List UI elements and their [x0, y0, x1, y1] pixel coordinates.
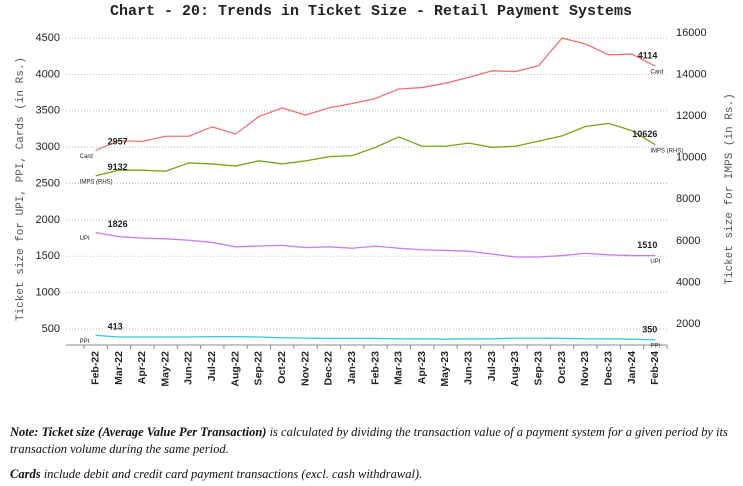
note-text: is calculated by dividing the transactio… — [10, 425, 728, 456]
x-tick-label: Feb-24 — [649, 351, 661, 385]
y2-tick-label: 2000 — [676, 318, 700, 330]
y2-tick-label: 4000 — [676, 276, 700, 288]
x-tick-label: Oct-23 — [556, 351, 568, 384]
y2-axis-label: Ticket size for IMPS (in Rs.) — [724, 93, 736, 284]
y2-tick-label: 6000 — [676, 235, 700, 247]
y-tick-label: 1000 — [36, 287, 60, 299]
y2-tick-label: 8000 — [676, 193, 700, 205]
note-bold: Note: Ticket size (Average Value Per Tra… — [10, 425, 267, 439]
chart: Chart - 20: Trends in Ticket Size - Reta… — [15, 3, 736, 387]
y-tick-label: 4500 — [36, 32, 60, 44]
line-series — [95, 334, 656, 341]
series-label: IMPS (RHS) — [650, 148, 683, 154]
x-tick-label: May-22 — [159, 351, 171, 387]
y-tick-label: 500 — [42, 323, 60, 335]
x-tick-label: Sep-22 — [253, 351, 265, 386]
data-label: 1510 — [637, 240, 657, 250]
y-tick-label: 3000 — [36, 141, 60, 153]
line-series — [95, 122, 656, 177]
x-tick-label: Jul-23 — [486, 351, 498, 382]
x-tick-label: Oct-22 — [276, 351, 288, 384]
x-tick-label: Jul-22 — [206, 351, 218, 382]
data-label: 1826 — [108, 219, 128, 229]
x-tick-label: Apr-22 — [136, 351, 148, 384]
x-tick-label: Jan-24 — [626, 351, 638, 384]
note: Note: Ticket size (Average Value Per Tra… — [10, 424, 735, 458]
chart-title: Chart - 20: Trends in Ticket Size - Reta… — [110, 3, 632, 20]
x-tick-label: Nov-23 — [579, 351, 591, 386]
y-axis-label: Ticket size for UPI, PPI, Cards (in Rs.) — [15, 57, 27, 321]
y-tick-label: 2000 — [36, 214, 60, 226]
series-label: IMPS (RHS) — [80, 179, 113, 185]
x-tick-label: Sep-23 — [533, 351, 545, 386]
y2-tick-label: 14000 — [676, 68, 707, 80]
x-tick-label: Feb-23 — [369, 351, 381, 385]
data-label: 4114 — [638, 51, 658, 61]
data-label: 9132 — [108, 162, 128, 172]
y-tick-label: 4000 — [36, 68, 60, 80]
y-tick-label: 3500 — [36, 105, 60, 117]
line-series — [95, 37, 656, 151]
data-label: 10626 — [632, 129, 657, 139]
data-label: 350 — [642, 324, 657, 334]
y2-tick-label: 12000 — [676, 110, 707, 122]
x-tick-label: Jan-23 — [346, 351, 358, 384]
series-label: PPI — [650, 343, 660, 349]
x-tick-label: Mar-23 — [393, 351, 405, 385]
series-label: Card — [650, 70, 663, 76]
x-tick-label: Aug-22 — [229, 351, 241, 387]
y2-tick-label: 10000 — [676, 152, 707, 164]
series-label: UPI — [650, 259, 660, 265]
x-tick-label: Apr-23 — [416, 351, 428, 384]
y2-tick-label: 16000 — [676, 27, 707, 39]
x-tick-label: Mar-22 — [113, 351, 125, 385]
x-tick-label: May-23 — [439, 351, 451, 387]
x-tick-label: Aug-23 — [509, 351, 521, 387]
series-label: UPI — [80, 236, 90, 242]
y-tick-label: 2500 — [36, 177, 60, 189]
series-label: PPI — [80, 339, 90, 345]
line-series — [95, 231, 656, 258]
x-tick-label: Nov-22 — [299, 351, 311, 386]
x-tick-label: Jun-23 — [463, 351, 475, 385]
series-label: Card — [80, 154, 93, 160]
data-label: 413 — [108, 322, 123, 332]
x-tick-label: Feb-22 — [89, 351, 101, 385]
note-text: include debit and credit card payment tr… — [40, 467, 423, 481]
note-bold: Cards — [10, 467, 41, 481]
note: Cards include debit and credit card paym… — [10, 466, 735, 483]
data-label: 2957 — [108, 137, 128, 147]
x-tick-label: Jun-22 — [183, 351, 195, 385]
x-tick-label: Dec-22 — [323, 351, 335, 386]
x-tick-label: Dec-23 — [602, 351, 614, 386]
y-tick-label: 1500 — [36, 250, 60, 262]
